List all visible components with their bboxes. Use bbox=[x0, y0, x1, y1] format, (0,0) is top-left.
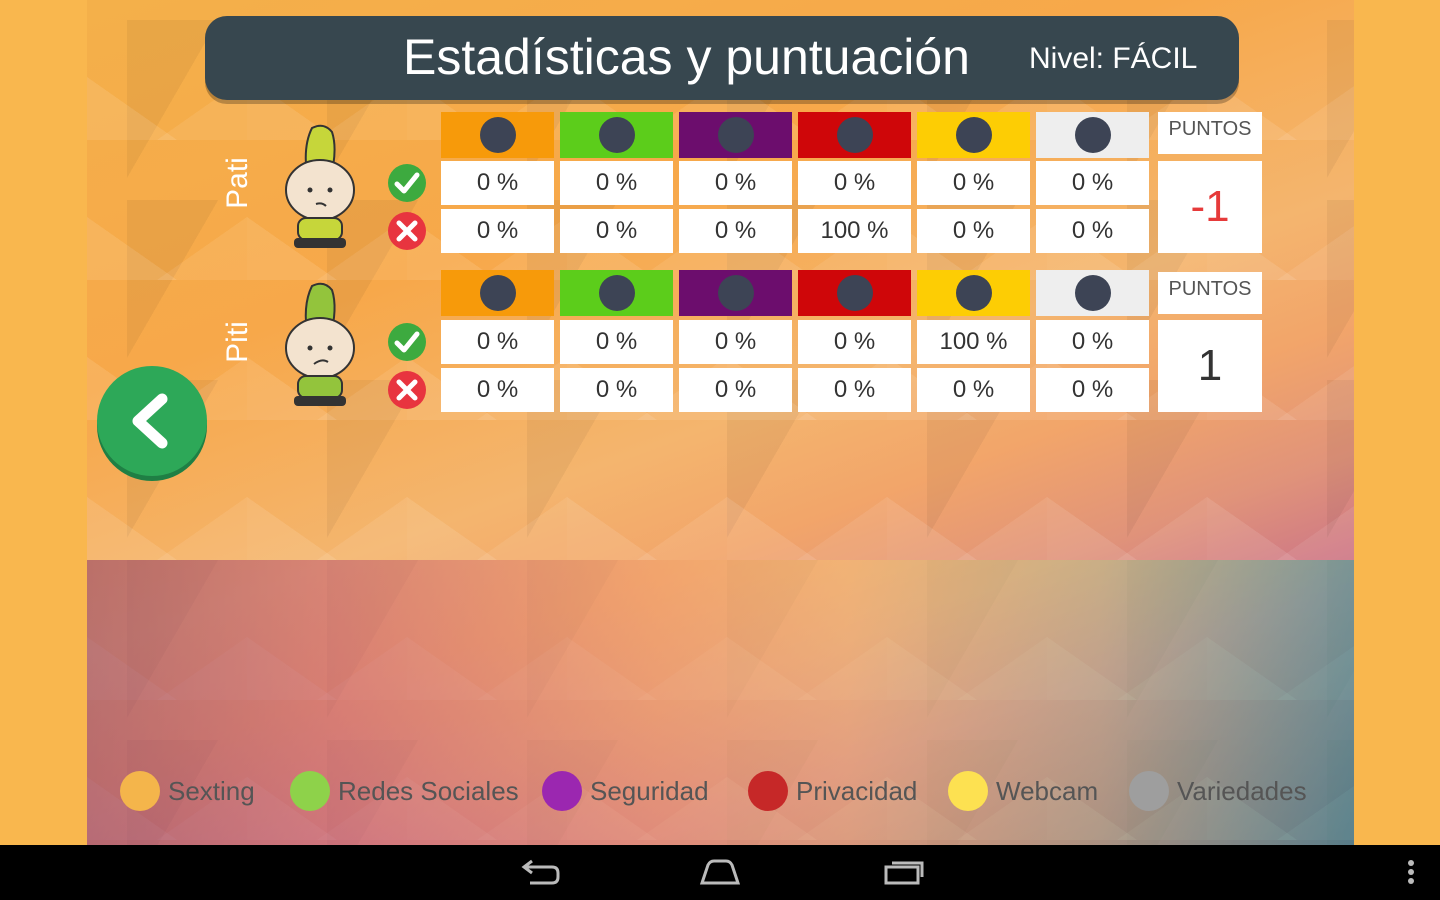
category-dot bbox=[479, 275, 516, 311]
wrong-pct-privacidad: 100 % bbox=[798, 209, 911, 253]
correct-pct-seguridad: 0 % bbox=[679, 161, 792, 205]
category-dot bbox=[717, 117, 754, 153]
correct-pct-webcam: 0 % bbox=[917, 161, 1030, 205]
category-dot bbox=[598, 275, 635, 311]
wrong-pct-webcam: 0 % bbox=[917, 209, 1030, 253]
legend-item-privacidad: Privacidad bbox=[748, 771, 917, 811]
category-privacidad bbox=[798, 112, 911, 158]
legend-label: Privacidad bbox=[796, 775, 918, 806]
system-nav-bar bbox=[0, 845, 1440, 900]
legend-dot bbox=[542, 771, 582, 811]
category-dot bbox=[955, 117, 992, 153]
wrong-pct-seguridad: 0 % bbox=[679, 209, 792, 253]
category-redes-sociales bbox=[560, 112, 673, 158]
category-seguridad bbox=[679, 112, 792, 158]
wrong-pct-seguridad: 0 % bbox=[679, 368, 792, 412]
legend-item-seguridad: Seguridad bbox=[542, 771, 709, 811]
wrong-pct-privacidad: 0 % bbox=[798, 368, 911, 412]
legend-item-redes-sociales: Redes Sociales bbox=[290, 771, 519, 811]
avatar bbox=[285, 124, 355, 248]
player-name-1: Pati bbox=[221, 157, 254, 209]
points-value: -1 bbox=[1158, 161, 1262, 253]
category-sexting bbox=[441, 112, 554, 158]
correct-pct-redes-sociales: 0 % bbox=[560, 161, 673, 205]
overflow-menu-icon[interactable] bbox=[1404, 857, 1418, 887]
category-privacidad bbox=[798, 270, 911, 316]
correct-pct-sexting: 0 % bbox=[441, 320, 554, 364]
level-label: Nivel: FÁCIL bbox=[1029, 42, 1198, 75]
correct-pct-seguridad: 0 % bbox=[679, 320, 792, 364]
chevron-left-icon bbox=[132, 393, 168, 449]
correct-pct-privacidad: 0 % bbox=[798, 161, 911, 205]
category-seguridad bbox=[679, 270, 792, 316]
correct-pct-variedades: 0 % bbox=[1036, 320, 1149, 364]
category-dot bbox=[1074, 275, 1111, 311]
category-redes-sociales bbox=[560, 270, 673, 316]
category-sexting bbox=[441, 270, 554, 316]
category-dot bbox=[598, 117, 635, 153]
category-dot bbox=[1074, 117, 1111, 153]
points-header: PUNTOS bbox=[1158, 272, 1262, 314]
legend-item-webcam: Webcam bbox=[948, 771, 1098, 811]
points-value: 1 bbox=[1158, 320, 1262, 412]
wrong-pct-variedades: 0 % bbox=[1036, 209, 1149, 253]
wrong-pct-redes-sociales: 0 % bbox=[560, 368, 673, 412]
avatar bbox=[285, 282, 355, 406]
wrong-pct-sexting: 0 % bbox=[441, 368, 554, 412]
check-circle-icon bbox=[388, 323, 426, 361]
correct-pct-sexting: 0 % bbox=[441, 161, 554, 205]
category-dot bbox=[479, 117, 516, 153]
close-circle-icon bbox=[388, 212, 426, 250]
wrong-pct-sexting: 0 % bbox=[441, 209, 554, 253]
category-dot bbox=[836, 275, 873, 311]
legend-label: Variedades bbox=[1177, 775, 1307, 806]
category-webcam bbox=[917, 112, 1030, 158]
legend-item-sexting: Sexting bbox=[120, 771, 255, 811]
category-dot bbox=[836, 117, 873, 153]
legend-label: Webcam bbox=[996, 775, 1099, 806]
category-webcam bbox=[917, 270, 1030, 316]
wrong-pct-variedades: 0 % bbox=[1036, 368, 1149, 412]
points-header: PUNTOS bbox=[1158, 112, 1262, 154]
header-bar: Estadísticas y puntuación Nivel: FÁCIL bbox=[205, 16, 1239, 100]
home-nav-icon[interactable] bbox=[698, 857, 742, 887]
legend-label: Sexting bbox=[168, 775, 255, 806]
page-title: Estadísticas y puntuación bbox=[403, 29, 970, 85]
legend-dot bbox=[748, 771, 788, 811]
recents-nav-icon[interactable] bbox=[882, 857, 926, 887]
back-nav-icon[interactable] bbox=[518, 857, 560, 887]
correct-pct-variedades: 0 % bbox=[1036, 161, 1149, 205]
player-name-2: Piti bbox=[221, 321, 254, 363]
legend-label: Redes Sociales bbox=[338, 775, 519, 806]
legend-dot bbox=[948, 771, 988, 811]
back-button[interactable] bbox=[97, 366, 207, 476]
correct-pct-webcam: 100 % bbox=[917, 320, 1030, 364]
correct-pct-redes-sociales: 0 % bbox=[560, 320, 673, 364]
category-variedades bbox=[1036, 270, 1149, 316]
category-variedades bbox=[1036, 112, 1149, 158]
wrong-pct-webcam: 0 % bbox=[917, 368, 1030, 412]
wrong-pct-redes-sociales: 0 % bbox=[560, 209, 673, 253]
category-dot bbox=[955, 275, 992, 311]
legend-dot bbox=[1129, 771, 1169, 811]
legend-label: Seguridad bbox=[590, 775, 709, 806]
close-circle-icon bbox=[388, 371, 426, 409]
category-dot bbox=[717, 275, 754, 311]
check-circle-icon bbox=[388, 164, 426, 202]
legend-dot bbox=[120, 771, 160, 811]
legend-item-variedades: Variedades bbox=[1129, 771, 1307, 811]
legend-dot bbox=[290, 771, 330, 811]
correct-pct-privacidad: 0 % bbox=[798, 320, 911, 364]
